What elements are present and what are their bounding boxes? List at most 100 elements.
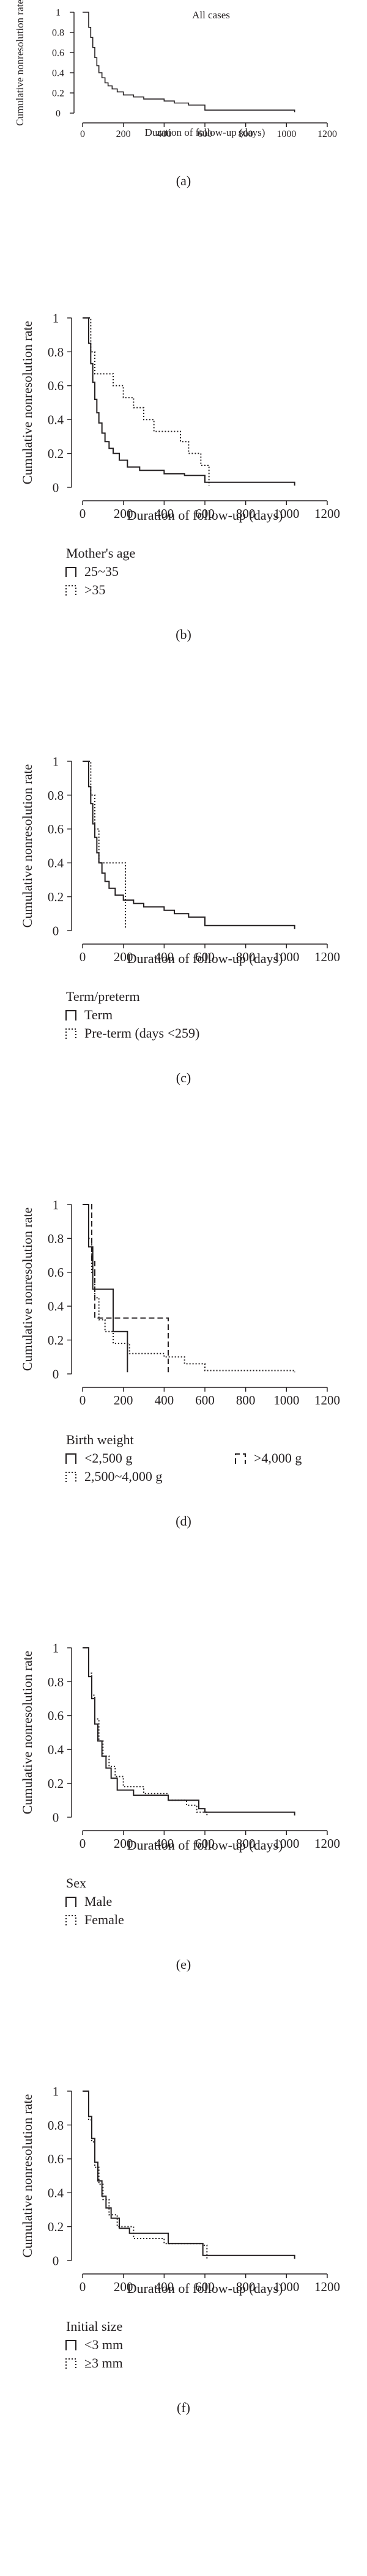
panel-label: (d) bbox=[176, 1513, 191, 1529]
x-tick-label: 0 bbox=[80, 1393, 86, 1408]
y-tick-label: 0.4 bbox=[52, 68, 64, 79]
chart-panel: 0 0.2 0.4 0.6 0.8 1 0 200 400 600 800 1000 1200 Cumul… bbox=[0, 1174, 367, 1602]
x-tick-label: 800 bbox=[236, 506, 256, 521]
series-line--4-000-g bbox=[83, 1204, 169, 1373]
y-tick-label: 1 bbox=[53, 1640, 59, 1655]
y-axis-label: Cumulative nonresolution rate bbox=[20, 2094, 35, 2258]
x-tick-label: 1000 bbox=[273, 1836, 299, 1851]
legend-swatch bbox=[65, 1453, 76, 1464]
legend-swatch bbox=[235, 1453, 246, 1464]
series-line-term bbox=[83, 761, 295, 929]
legend-label: Male bbox=[84, 1894, 112, 1909]
chart-svg: 0 0.2 0.4 0.6 0.8 1 0 200 400 600 800 1000 1200 Cumul… bbox=[20, 311, 340, 597]
x-tick-label: 200 bbox=[114, 1393, 133, 1408]
y-tick-label: 0.2 bbox=[48, 1333, 64, 1348]
y-tick-label: 0.4 bbox=[48, 2186, 64, 2201]
x-tick-label: 200 bbox=[114, 1836, 133, 1851]
legend-label: Female bbox=[84, 1912, 124, 1927]
y-tick-label: 0.6 bbox=[52, 48, 64, 59]
x-tick-label: 600 bbox=[195, 1836, 215, 1851]
chart-title: All cases bbox=[192, 9, 230, 21]
legend-label: Pre-term (days <259) bbox=[84, 1025, 199, 1041]
y-tick-label: 0.8 bbox=[52, 28, 64, 39]
y-tick-label: 0.2 bbox=[48, 1776, 64, 1791]
y-tick-label: 0.6 bbox=[48, 1708, 64, 1723]
legend-swatch bbox=[65, 1915, 76, 1925]
x-tick-label: 600 bbox=[195, 2279, 215, 2294]
x-tick-label: 1200 bbox=[314, 2279, 340, 2294]
x-axis-label: Duration of follow-up (days) bbox=[127, 507, 283, 523]
series-line--35 bbox=[83, 317, 210, 486]
legend-label: >4,000 g bbox=[254, 1450, 302, 1466]
x-tick-label: 400 bbox=[155, 1836, 174, 1851]
y-tick-label: 0.8 bbox=[48, 1675, 64, 1689]
chart-panel: 0 0.2 0.4 0.6 0.8 1 0 200 400 600 800 1000 1200 Cumul… bbox=[0, 2061, 367, 2489]
x-tick-label: 1000 bbox=[276, 129, 296, 139]
y-axis-label: Cumulative nonresolution rate bbox=[20, 321, 35, 485]
y-tick-label: 0.2 bbox=[48, 2220, 64, 2234]
x-tick-label: 600 bbox=[195, 950, 215, 964]
series-line-all-cases bbox=[83, 12, 295, 113]
series-line--3-mm bbox=[83, 2091, 295, 2259]
y-axis-label: Cumulative nonresolution rate bbox=[20, 764, 35, 928]
y-tick-label: 0.8 bbox=[48, 345, 64, 360]
series-line-female bbox=[83, 1647, 208, 1816]
y-tick-label: 1 bbox=[53, 754, 59, 769]
x-axis-label: Duration of follow-up (days) bbox=[127, 2281, 283, 2296]
legend-title: Term/preterm bbox=[66, 989, 140, 1004]
legend-swatch bbox=[65, 567, 76, 577]
panel-label: (a) bbox=[176, 173, 191, 188]
x-tick-label: 1000 bbox=[273, 950, 299, 964]
series-line--2-500-g bbox=[83, 1204, 128, 1373]
chart-svg: 0 0.2 0.4 0.6 0.8 1 0 200 400 600 800 1000 1200 Cumul… bbox=[20, 1640, 340, 1927]
y-tick-label: 0 bbox=[53, 2253, 59, 2268]
y-tick-label: 0 bbox=[56, 109, 61, 119]
legend-title: Initial size bbox=[66, 2319, 122, 2334]
x-tick-label: 1200 bbox=[314, 1393, 340, 1408]
y-tick-label: 0.2 bbox=[48, 890, 64, 904]
panel-label: (f) bbox=[177, 2400, 190, 2415]
y-tick-label: 0.6 bbox=[48, 378, 64, 393]
legend-swatch bbox=[65, 1897, 76, 1907]
legend-title: Birth weight bbox=[66, 1432, 134, 1447]
y-tick-label: 0.6 bbox=[48, 2152, 64, 2166]
series-line-2-500-4-000-g bbox=[83, 1204, 295, 1373]
legend-swatch bbox=[65, 2358, 76, 2369]
y-tick-label: 0.4 bbox=[48, 1743, 64, 1757]
x-tick-label: 1000 bbox=[273, 1393, 299, 1408]
x-tick-label: 400 bbox=[155, 1393, 174, 1408]
chart-panel: 0 0.2 0.4 0.6 0.8 1 0 200 400 600 800 1000 1200 Cumul… bbox=[0, 287, 367, 715]
legend-label: 25~35 bbox=[84, 564, 119, 579]
x-tick-label: 1200 bbox=[314, 1836, 340, 1851]
legend-title: Sex bbox=[66, 1875, 86, 1891]
series-line-pre-term-days-259- bbox=[83, 761, 126, 929]
legend-swatch bbox=[65, 2340, 76, 2350]
legend-swatch bbox=[65, 1028, 76, 1039]
y-tick-label: 0 bbox=[53, 1810, 59, 1825]
y-axis-label: Cumulative nonresolution rate bbox=[14, 0, 26, 126]
x-tick-label: 800 bbox=[236, 2279, 256, 2294]
y-tick-label: 0.8 bbox=[48, 1231, 64, 1246]
y-tick-label: 0 bbox=[53, 1367, 59, 1381]
y-tick-label: 0.4 bbox=[48, 856, 64, 871]
series-line-male bbox=[83, 1647, 295, 1816]
legend-swatch bbox=[65, 1010, 76, 1020]
x-tick-label: 800 bbox=[236, 1836, 256, 1851]
x-tick-label: 200 bbox=[116, 129, 131, 139]
y-tick-label: 0.4 bbox=[48, 1299, 64, 1314]
x-tick-label: 200 bbox=[114, 506, 133, 521]
x-tick-label: 1200 bbox=[314, 950, 340, 964]
panel-label: (c) bbox=[176, 1070, 191, 1085]
x-tick-label: 0 bbox=[80, 2279, 86, 2294]
chart-svg: 0 0.2 0.4 0.6 0.8 1 0 200 400 600 800 1000 1200 Cumul… bbox=[14, 0, 337, 139]
legend-label: <3 mm bbox=[84, 2337, 123, 2352]
x-axis-label: Duration of follow-up (days) bbox=[127, 1837, 283, 1853]
x-tick-label: 600 bbox=[195, 1393, 215, 1408]
x-tick-label: 400 bbox=[155, 506, 174, 521]
x-tick-label: 200 bbox=[114, 950, 133, 964]
y-tick-label: 1 bbox=[53, 1197, 59, 1212]
y-tick-label: 0.6 bbox=[48, 822, 64, 836]
x-tick-label: 1200 bbox=[317, 129, 337, 139]
legend-label: <2,500 g bbox=[84, 1450, 132, 1466]
